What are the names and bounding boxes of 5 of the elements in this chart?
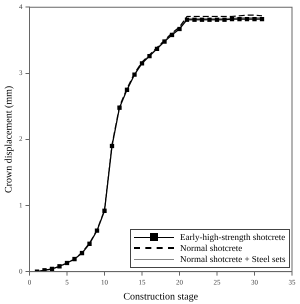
legend-label: Normal shotcrete + Steel sets (180, 254, 286, 265)
legend-label: Normal shotcrete (180, 242, 242, 254)
y-axis-title: Crown displacement (mm) (4, 86, 15, 193)
legend-label: Early-high-strength shotcrete (180, 232, 286, 243)
x-axis-title: Construction stage (123, 292, 199, 303)
